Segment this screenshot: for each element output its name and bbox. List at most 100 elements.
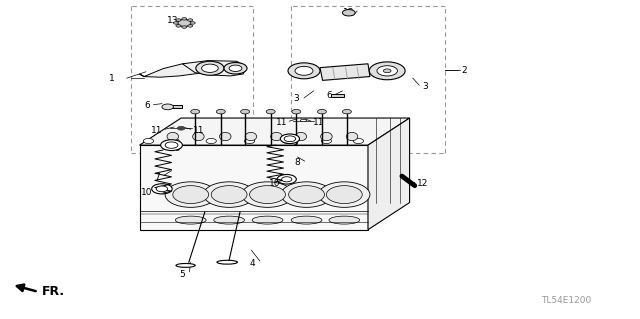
Ellipse shape (167, 132, 179, 141)
Circle shape (182, 26, 187, 28)
Circle shape (280, 134, 300, 144)
Circle shape (169, 138, 179, 144)
Ellipse shape (346, 132, 358, 141)
Text: 9: 9 (293, 138, 298, 147)
Circle shape (204, 182, 255, 207)
Circle shape (224, 63, 247, 74)
Circle shape (191, 109, 200, 114)
Ellipse shape (175, 216, 206, 224)
Circle shape (383, 69, 391, 73)
Circle shape (176, 19, 181, 21)
Circle shape (177, 19, 191, 26)
Circle shape (176, 25, 181, 27)
Polygon shape (140, 64, 202, 77)
Circle shape (369, 62, 405, 80)
Text: 8: 8 (295, 158, 300, 167)
Ellipse shape (271, 132, 282, 141)
Ellipse shape (295, 132, 307, 141)
Ellipse shape (300, 119, 307, 122)
Circle shape (177, 126, 185, 130)
Circle shape (319, 182, 370, 207)
Circle shape (152, 184, 172, 194)
Text: 2: 2 (461, 66, 467, 75)
Text: 1: 1 (109, 74, 115, 83)
Text: TL54E1200: TL54E1200 (541, 296, 591, 305)
Polygon shape (368, 118, 410, 230)
Polygon shape (182, 61, 246, 76)
Circle shape (342, 109, 351, 114)
Circle shape (353, 138, 364, 144)
Polygon shape (140, 118, 410, 145)
Circle shape (277, 174, 296, 184)
Text: FR.: FR. (42, 286, 65, 298)
Circle shape (283, 138, 293, 144)
Ellipse shape (217, 260, 237, 264)
Circle shape (326, 186, 362, 204)
Ellipse shape (220, 132, 231, 141)
Text: 11: 11 (151, 126, 163, 135)
Ellipse shape (176, 263, 195, 267)
Circle shape (295, 66, 313, 75)
Text: 12: 12 (417, 179, 428, 188)
Circle shape (143, 138, 154, 144)
Text: 7: 7 (154, 173, 159, 182)
Circle shape (288, 63, 320, 79)
Circle shape (156, 186, 168, 192)
Circle shape (196, 61, 224, 75)
Ellipse shape (214, 216, 244, 224)
Circle shape (188, 25, 193, 27)
Text: 5: 5 (180, 270, 185, 279)
Ellipse shape (252, 216, 283, 224)
Text: 11: 11 (193, 126, 204, 135)
Circle shape (173, 186, 209, 204)
Circle shape (165, 182, 216, 207)
Text: 6: 6 (145, 101, 150, 110)
Text: 13: 13 (343, 8, 355, 17)
Circle shape (241, 109, 250, 114)
Circle shape (202, 64, 218, 72)
Circle shape (182, 18, 187, 20)
Text: 10: 10 (141, 189, 153, 197)
Circle shape (162, 104, 173, 110)
Circle shape (321, 138, 332, 144)
Circle shape (206, 138, 216, 144)
Polygon shape (170, 105, 182, 108)
Ellipse shape (193, 132, 204, 141)
Circle shape (216, 109, 225, 114)
Polygon shape (140, 145, 368, 230)
Ellipse shape (245, 132, 257, 141)
Circle shape (173, 22, 179, 24)
Circle shape (292, 109, 301, 114)
Text: 3: 3 (423, 82, 428, 91)
Text: 4: 4 (250, 259, 255, 268)
Circle shape (377, 66, 397, 76)
Circle shape (281, 182, 332, 207)
Circle shape (242, 182, 293, 207)
Circle shape (250, 186, 285, 204)
Circle shape (165, 142, 178, 148)
Circle shape (317, 109, 326, 114)
Ellipse shape (321, 132, 332, 141)
Circle shape (342, 10, 355, 16)
Text: 3: 3 (293, 94, 298, 103)
Circle shape (284, 136, 296, 142)
Circle shape (282, 177, 292, 182)
Circle shape (161, 140, 182, 151)
Ellipse shape (329, 216, 360, 224)
Circle shape (266, 109, 275, 114)
Circle shape (289, 186, 324, 204)
Circle shape (188, 19, 193, 21)
Text: 13: 13 (167, 16, 179, 25)
Circle shape (190, 22, 195, 24)
Polygon shape (320, 64, 370, 80)
Polygon shape (331, 94, 344, 97)
Text: 11: 11 (276, 118, 287, 127)
Text: 9: 9 (175, 144, 180, 153)
Text: 6: 6 (327, 91, 332, 100)
Text: 11: 11 (313, 118, 324, 127)
Circle shape (211, 186, 247, 204)
Text: 10: 10 (269, 179, 281, 188)
Circle shape (244, 138, 255, 144)
Ellipse shape (291, 216, 322, 224)
Circle shape (229, 65, 242, 71)
